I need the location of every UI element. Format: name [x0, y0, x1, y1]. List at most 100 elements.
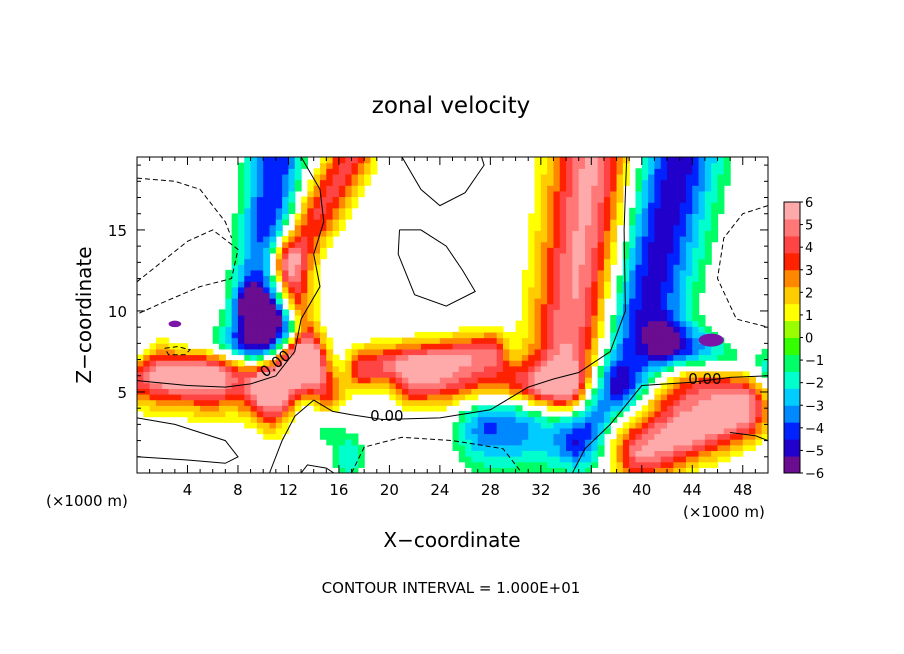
heatmap-cell [490, 427, 498, 435]
heatmap-cell [667, 185, 674, 192]
heatmap-cell [610, 315, 618, 322]
heatmap-cell [237, 224, 245, 231]
heatmap-cell [553, 377, 561, 384]
heatmap-cell [326, 162, 334, 169]
heatmap-cell [319, 394, 327, 401]
heatmap-cell [572, 236, 580, 243]
heatmap-cell [319, 399, 327, 406]
heatmap-cell [244, 230, 252, 237]
heatmap-cell [648, 309, 656, 316]
heatmap-cell [389, 360, 397, 367]
heatmap-cell [452, 348, 460, 356]
heatmap-cell [294, 241, 302, 248]
heatmap-cell [282, 179, 290, 186]
heatmap-cell [540, 292, 548, 299]
heatmap-cell [376, 388, 384, 395]
heatmap-cell [357, 348, 365, 356]
heatmap-cell [610, 343, 618, 350]
heatmap-cell [332, 224, 340, 231]
heatmap-cell [155, 371, 163, 378]
heatmap-cell [263, 224, 271, 231]
heatmap-cell [679, 416, 687, 423]
minimum-patch [168, 320, 182, 328]
heatmap-cell [704, 196, 712, 203]
heatmap-cell [477, 444, 485, 452]
heatmap-cell [275, 252, 283, 260]
heatmap-cell [717, 190, 725, 198]
heatmap-cell [282, 252, 290, 260]
heatmap-cell [288, 241, 296, 248]
heatmap-cell [345, 394, 353, 401]
colorbar-swatch [784, 252, 800, 271]
heatmap-cell [149, 371, 157, 378]
heatmap-cell [755, 427, 763, 435]
heatmap-cell [231, 269, 239, 277]
heatmap-cell [635, 331, 643, 339]
heatmap-cell [597, 326, 605, 333]
heatmap-cell [660, 230, 668, 237]
heatmap-cell [502, 405, 510, 412]
heatmap-cell [357, 461, 365, 468]
heatmap-cell [635, 461, 643, 468]
heatmap-cell [534, 219, 542, 226]
heatmap-cell [206, 382, 214, 389]
heatmap-cell [572, 298, 580, 305]
heatmap-cell [578, 219, 586, 226]
heatmap-cell [395, 337, 403, 344]
x-tick-label: 32 [531, 481, 550, 499]
heatmap-cell [610, 382, 618, 389]
heatmap-cell [692, 213, 700, 220]
heatmap-cell [572, 286, 580, 294]
heatmap-cell [465, 388, 473, 395]
heatmap-cell [559, 230, 567, 237]
heatmap-cell [307, 202, 315, 209]
heatmap-cell [717, 382, 725, 389]
heatmap-cell [629, 377, 637, 384]
heatmap-cell [566, 236, 573, 243]
colorbar-swatch [784, 422, 800, 440]
heatmap-cell [250, 388, 258, 395]
heatmap-cell [559, 360, 567, 367]
contour-line [571, 375, 768, 473]
heatmap-cell [578, 224, 586, 231]
heatmap-cell [547, 168, 555, 175]
heatmap-cell [547, 331, 555, 339]
heatmap-cell [572, 365, 580, 373]
heatmap-cell [427, 343, 435, 350]
heatmap-cell [635, 348, 643, 356]
heatmap-cell [629, 382, 637, 389]
heatmap-cell [698, 371, 706, 378]
heatmap-cell [471, 450, 479, 457]
heatmap-cell [269, 405, 277, 412]
heatmap-cell [692, 247, 700, 254]
heatmap-cell [282, 258, 290, 265]
heatmap-cell [685, 264, 693, 271]
heatmap-cell [301, 348, 308, 356]
heatmap-cell [471, 456, 479, 463]
heatmap-cell [244, 337, 252, 344]
heatmap-cell [319, 433, 327, 440]
heatmap-cell [578, 303, 586, 310]
heatmap-cell [679, 309, 687, 316]
heatmap-cell [528, 315, 536, 322]
heatmap-cell [692, 331, 700, 339]
heatmap-cell [717, 433, 725, 440]
heatmap-cell [263, 185, 271, 192]
heatmap-cell [622, 377, 630, 384]
heatmap-cell [648, 213, 656, 220]
heatmap-cell [465, 427, 473, 435]
heatmap-cell [282, 348, 290, 356]
heatmap-cell [547, 173, 555, 181]
heatmap-cell [711, 377, 719, 384]
heatmap-cell [521, 331, 529, 339]
heatmap-cell [540, 382, 548, 389]
heatmap-cell [326, 219, 334, 226]
heatmap-cell [155, 348, 163, 356]
heatmap-cell [547, 371, 555, 378]
heatmap-cell [313, 326, 321, 333]
colorbar-tick-label: −2 [805, 377, 824, 392]
heatmap-cell [578, 269, 586, 277]
heatmap-cell [332, 377, 340, 384]
heatmap-cell [446, 360, 454, 367]
heatmap-cell [591, 230, 599, 237]
